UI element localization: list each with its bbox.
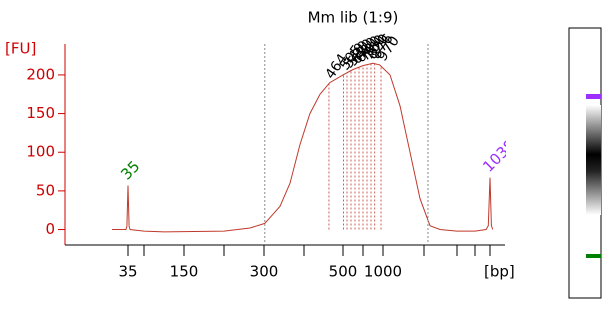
gel-lane	[569, 28, 601, 298]
page: {"chart_data": {"type": "line", "title":…	[0, 0, 609, 309]
x-tick-label: 500	[329, 263, 358, 281]
gel-smear	[586, 105, 601, 215]
x-tick-label: 300	[250, 263, 279, 281]
x-tick-label: 1000	[364, 263, 402, 281]
y-tick-label: 200	[26, 65, 55, 83]
chart: Mm lib (1:9) [FU] [bp] 46450554058062066…	[0, 0, 609, 309]
y-tick-label: 150	[26, 104, 55, 122]
trace	[112, 63, 493, 232]
x-axis-label: [bp]	[484, 263, 515, 281]
x-tick-label: 35	[118, 263, 137, 281]
y-tick-label: 0	[45, 220, 55, 238]
y-tick-label: 50	[36, 181, 55, 199]
y-tick-label: 100	[26, 143, 55, 161]
x-tick-label: 150	[170, 263, 199, 281]
marker-label: 10380	[479, 129, 525, 175]
marker-label: 35	[117, 157, 143, 183]
gel-band	[586, 94, 601, 99]
chart-title: Mm lib (1:9)	[308, 9, 399, 27]
y-axis-label: [FU]	[5, 40, 36, 58]
gel-band	[586, 254, 601, 258]
